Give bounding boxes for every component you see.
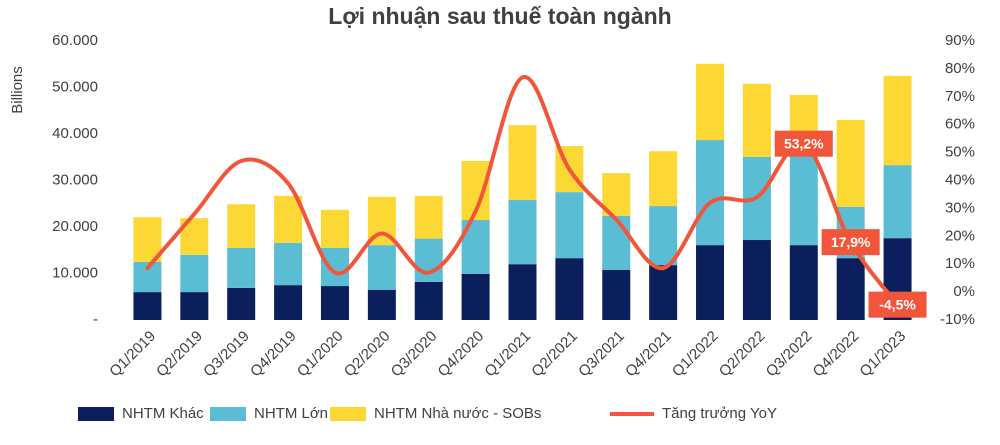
bar-segment [742,83,771,157]
x-tick-label: Q1/2022 [669,328,722,381]
y2-tick-label: 60% [945,116,975,133]
bar-segment [227,287,256,320]
value-label: 53,2% [784,135,824,151]
y-tick-label: - [93,311,98,328]
legend-swatch [210,407,246,421]
x-tick-label: Q2/2020 [341,328,394,381]
x-tick-label: Q1/2023 [856,328,909,381]
bar-segment [461,273,490,320]
bar-segment [789,245,818,320]
x-tick-label: Q3/2021 [575,328,628,381]
x-tick-label: Q3/2020 [388,328,441,381]
bar-segment [696,63,725,141]
bar-segment [836,258,865,320]
bar-segment [696,245,725,320]
y2-tick-label: 80% [945,60,975,77]
x-tick-label: Q2/2021 [528,328,581,381]
bar-segment [555,258,584,320]
bar-segment [789,94,818,134]
bar-segment [320,286,349,320]
y2-tick-label: -10% [940,311,975,328]
bar-segment [508,125,537,201]
bar-segment [883,165,912,239]
bar-segment [649,265,678,320]
bar-segment [508,264,537,320]
x-tick-label: Q1/2021 [481,328,534,381]
value-label-box [774,130,833,157]
y2-tick-label: 40% [945,171,975,188]
x-tick-label: Q4/2022 [810,328,863,381]
legend-label: NHTM Khác [122,405,204,422]
bar-segment [883,75,912,166]
x-tick-label: Q3/2022 [763,328,816,381]
bar-segment [602,215,631,270]
bar-segment [414,238,443,282]
legend-label: NHTM Nhà nước - SOBs [374,405,541,422]
y-tick-label: 40.000 [52,125,98,142]
value-label-box [821,229,880,256]
bar-segment [508,200,537,265]
bar-segment [742,240,771,320]
bar-segment [414,195,443,239]
bar-segment [227,247,256,288]
y2-tick-label: 20% [945,227,975,244]
line [145,75,900,307]
y2-tick-label: 0% [953,283,975,300]
x-tick-label: Q4/2019 [247,328,300,381]
bar-segment [274,285,303,320]
bar-segment [180,254,209,293]
y-tick-label: 60.000 [52,32,98,49]
bar-segment [836,120,865,208]
x-tick-label: Q2/2019 [153,328,206,381]
bar-segment [414,281,443,320]
bar-segment [649,206,678,266]
x-tick-label: Q4/2020 [435,328,488,381]
bar-segment [274,242,303,286]
chart-title: Lợi nhuận sau thuế toàn ngành [328,3,671,29]
bar-segment [320,209,349,248]
bar-segment [180,292,209,320]
y-axis-title: Billions [9,66,26,114]
bar-segment [602,269,631,320]
bar-segment [696,140,725,246]
y2-tick-label: 70% [945,88,975,105]
value-label: -4,5% [879,296,916,312]
bar-segment [649,151,678,207]
bar-segment [133,292,162,320]
y-tick-label: 20.000 [52,218,98,235]
x-tick-label: Q4/2021 [622,328,675,381]
bar-segment [367,289,396,320]
value-label: 17,9% [831,234,871,250]
x-tick-label: Q2/2022 [716,328,769,381]
bar-segment [320,247,349,287]
bar-segment [555,192,584,259]
x-tick-label: Q3/2019 [200,328,253,381]
legend-label: Tăng trưởng YoY [662,405,777,422]
y2-tick-label: 50% [945,144,975,161]
y-tick-label: 10.000 [52,264,98,281]
y2-tick-label: 90% [945,32,975,49]
legend-swatch [78,407,114,421]
y-tick-label: 50.000 [52,78,98,95]
y2-tick-label: 10% [945,255,975,272]
x-tick-label: Q1/2019 [106,328,159,381]
x-tick-label: Q1/2020 [294,328,347,381]
value-label-box [868,291,927,318]
bar-segment [367,245,396,290]
y-tick-label: 30.000 [52,171,98,188]
bar-segment [227,204,256,248]
legend-swatch [330,407,366,421]
legend-label: NHTM Lớn [254,405,328,422]
y2-tick-label: 30% [945,199,975,216]
